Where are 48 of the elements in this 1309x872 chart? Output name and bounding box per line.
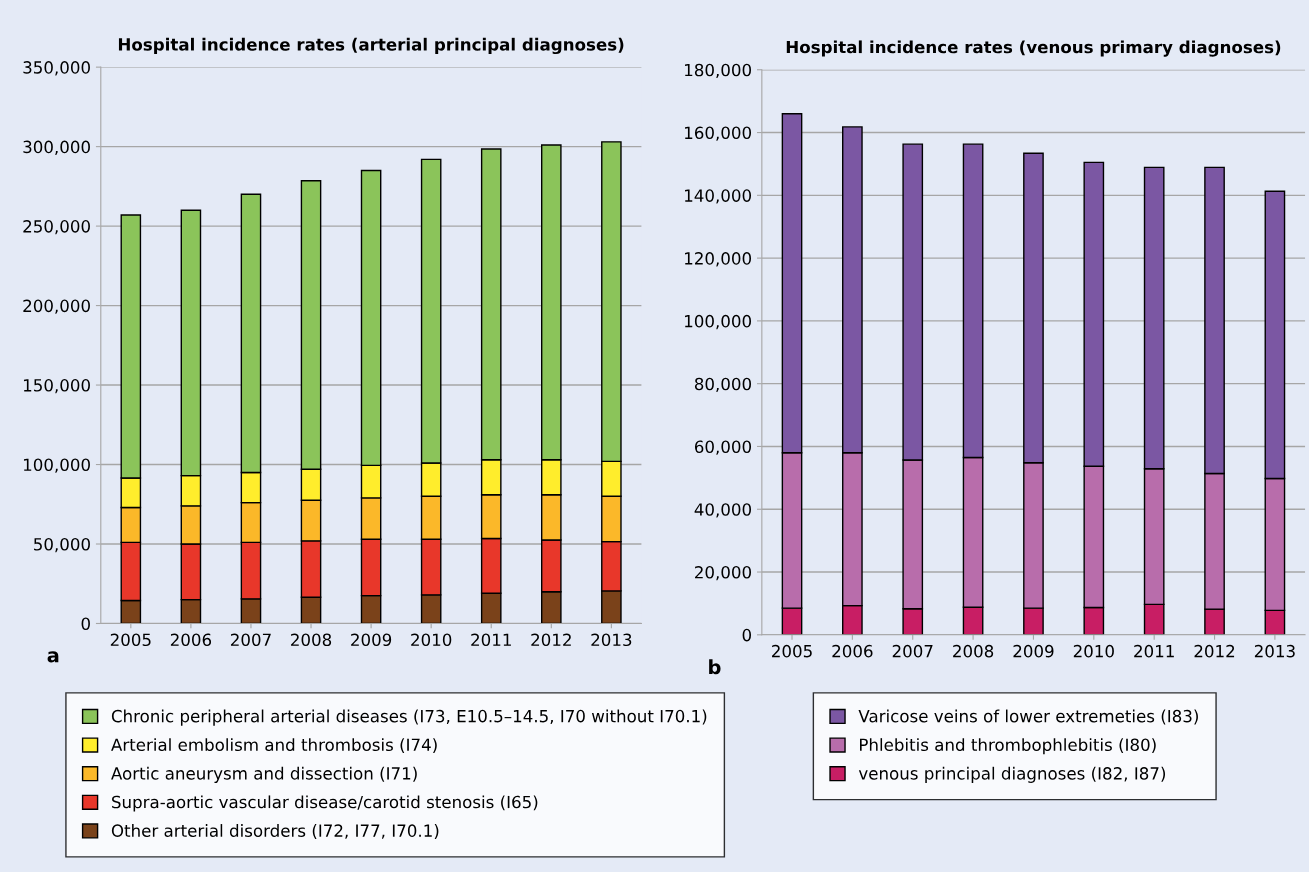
legend-label: Varicose veins of lower extremeties (I83) xyxy=(858,709,1198,725)
x-tick-label: 2009 xyxy=(351,633,392,647)
y-tick-label: 120,000 xyxy=(685,252,752,267)
x-tick-label: 2010 xyxy=(1073,644,1114,658)
x-tick-label: 2008 xyxy=(291,633,332,647)
x-tick-label: 2006 xyxy=(832,644,873,658)
y-tick-label: 160,000 xyxy=(685,126,752,141)
x-tick-label: 2007 xyxy=(230,633,271,647)
chart-title: Hospital incidence rates (venous primary diagnoses) xyxy=(786,40,1281,57)
x-tick-label: 2006 xyxy=(170,633,212,647)
legend-label: Aortic aneurysm and dissection (I71) xyxy=(111,766,417,783)
x-tick-label: 2009 xyxy=(1013,644,1054,658)
x-tick-label: 2013 xyxy=(591,633,632,647)
y-tick-label: 40,000 xyxy=(694,503,752,518)
x-tick-label: 2011 xyxy=(471,633,511,647)
y-tick-label: 100,000 xyxy=(23,458,90,473)
text: b xyxy=(709,659,721,675)
y-tick-label: 20,000 xyxy=(695,565,752,581)
text: a xyxy=(47,651,59,663)
y-tick-label: 350,000 xyxy=(23,61,90,76)
legend-label: venous principal diagnoses (I82, I87) xyxy=(858,766,1166,783)
x-tick-label: 2005 xyxy=(110,633,151,647)
x-tick-label: 2011 xyxy=(1134,644,1174,658)
x-tick-label: 2013 xyxy=(1254,644,1295,658)
y-tick-label: 50,000 xyxy=(34,537,90,553)
y-tick-label: 150,000 xyxy=(23,379,90,394)
x-tick-label: 2012 xyxy=(531,633,571,647)
y-tick-label: 60,000 xyxy=(694,440,752,455)
x-tick-label: 2012 xyxy=(1194,644,1235,658)
legend-label: Chronic peripheral arterial diseases (I73, E10.5–14.5, I70 without I70.1) xyxy=(111,709,707,726)
y-tick-label: 0 xyxy=(81,617,90,631)
y-tick-label: 100,000 xyxy=(685,314,752,330)
legend-label: Supra-aortic vascular disease/carotid stenosis (I65) xyxy=(112,795,538,812)
legend-label: Phlebitis and thrombophlebitis (I80) xyxy=(860,738,1156,755)
y-tick-label: 140,000 xyxy=(685,189,752,204)
x-tick-label: 2005 xyxy=(772,644,812,658)
y-tick-label: 180,000 xyxy=(685,63,752,79)
y-tick-label: 0 xyxy=(742,628,752,642)
y-tick-label: 300,000 xyxy=(23,140,90,155)
x-tick-label: 2010 xyxy=(411,633,452,647)
chart-title: Hospital incidence rates (arterial principal diagnoses) xyxy=(118,37,624,55)
legend-label: Arterial embolism and thrombosis (I74) xyxy=(111,738,437,754)
y-tick-label: 250,000 xyxy=(23,220,90,235)
legend-label: Other arterial disorders (I72, I77, I70.1) xyxy=(111,824,439,839)
x-tick-label: 2007 xyxy=(892,644,933,658)
y-tick-label: 80,000 xyxy=(694,377,752,392)
y-tick-label: 200,000 xyxy=(23,299,90,314)
x-tick-label: 2008 xyxy=(953,644,994,658)
